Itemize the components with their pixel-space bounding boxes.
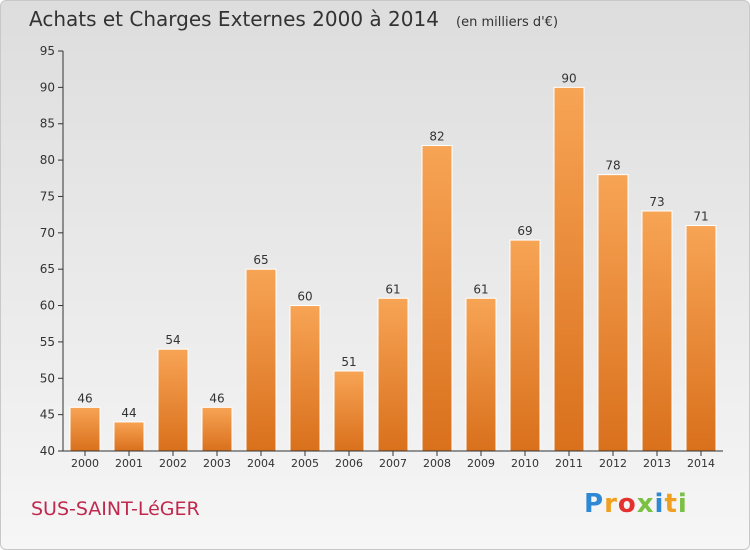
logo-letter: i bbox=[677, 489, 688, 519]
logo-letter: o bbox=[617, 489, 637, 519]
bar-2011 bbox=[553, 86, 585, 452]
logo-letter: t bbox=[664, 489, 678, 519]
x-tick-label-2000: 2000 bbox=[71, 457, 99, 470]
bar-2010 bbox=[509, 239, 541, 452]
data-label-2009: 61 bbox=[473, 282, 488, 296]
logo-letter: P bbox=[584, 489, 605, 519]
bar-2004 bbox=[245, 268, 277, 452]
x-tick-label-2012: 2012 bbox=[599, 457, 627, 470]
y-tick-label: 45 bbox=[40, 408, 55, 422]
data-label-2006: 51 bbox=[341, 355, 356, 369]
bar-2007 bbox=[377, 297, 409, 452]
logo-letter: r bbox=[604, 489, 618, 519]
logo-letter: i bbox=[654, 489, 665, 519]
x-tick-label-2013: 2013 bbox=[643, 457, 671, 470]
x-tick-label-2006: 2006 bbox=[335, 457, 363, 470]
x-tick-label-2003: 2003 bbox=[203, 457, 231, 470]
y-tick-label: 65 bbox=[40, 262, 55, 276]
data-label-2000: 46 bbox=[77, 391, 92, 405]
x-tick-label-2005: 2005 bbox=[291, 457, 319, 470]
y-tick-label: 85 bbox=[40, 117, 55, 131]
bar-2009 bbox=[465, 297, 497, 452]
x-tick-label-2001: 2001 bbox=[115, 457, 143, 470]
x-tick-label-2010: 2010 bbox=[511, 457, 539, 470]
data-label-2004: 65 bbox=[253, 253, 268, 267]
y-tick-label: 50 bbox=[40, 371, 55, 385]
y-tick-label: 80 bbox=[40, 153, 55, 167]
chart-title: Achats et Charges Externes 2000 à 2014 bbox=[29, 7, 439, 31]
y-tick-label: 90 bbox=[40, 80, 55, 94]
y-tick-label: 95 bbox=[40, 44, 55, 58]
data-label-2002: 54 bbox=[165, 333, 180, 347]
bar-2000 bbox=[69, 406, 101, 452]
bar-2002 bbox=[157, 348, 189, 452]
data-label-2001: 44 bbox=[121, 406, 136, 420]
bar-2008 bbox=[421, 145, 453, 452]
bar-2001 bbox=[113, 421, 145, 452]
data-label-2003: 46 bbox=[209, 391, 224, 405]
data-label-2014: 71 bbox=[693, 210, 708, 224]
bar-2014 bbox=[685, 225, 717, 452]
y-tick-label: 75 bbox=[40, 189, 55, 203]
bar-2003 bbox=[201, 406, 233, 452]
bar-2006 bbox=[333, 370, 365, 452]
x-tick-label-2004: 2004 bbox=[247, 457, 275, 470]
x-tick-label-2008: 2008 bbox=[423, 457, 451, 470]
logo-letter: x bbox=[636, 489, 655, 519]
x-tick-label-2011: 2011 bbox=[555, 457, 583, 470]
data-label-2013: 73 bbox=[649, 195, 664, 209]
data-label-2007: 61 bbox=[385, 282, 400, 296]
commune-name: SUS-SAINT-LéGER bbox=[31, 498, 200, 520]
bar-2013 bbox=[641, 210, 673, 452]
x-tick-label-2009: 2009 bbox=[467, 457, 495, 470]
bar-2005 bbox=[289, 305, 321, 452]
data-label-2010: 69 bbox=[517, 224, 532, 238]
data-label-2005: 60 bbox=[297, 290, 312, 304]
data-label-2008: 82 bbox=[429, 130, 444, 144]
y-tick-label: 60 bbox=[40, 299, 55, 313]
y-tick-label: 55 bbox=[40, 335, 55, 349]
proxiti-logo[interactable]: Proxiti bbox=[584, 489, 688, 519]
chart-subtitle: (en milliers d'€) bbox=[456, 15, 559, 30]
y-tick-label: 70 bbox=[40, 226, 55, 240]
bar-2012 bbox=[597, 174, 629, 452]
y-tick-label: 40 bbox=[40, 444, 55, 458]
data-label-2011: 90 bbox=[561, 71, 576, 85]
x-tick-label-2007: 2007 bbox=[379, 457, 407, 470]
data-label-2012: 78 bbox=[605, 159, 620, 173]
chart-title-line: Achats et Charges Externes 2000 à 2014 (… bbox=[29, 7, 558, 31]
x-tick-label-2002: 2002 bbox=[159, 457, 187, 470]
x-tick-label-2014: 2014 bbox=[687, 457, 715, 470]
